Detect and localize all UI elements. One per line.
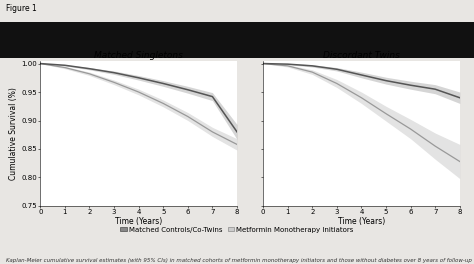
Title: Matched Singletons: Matched Singletons	[94, 51, 183, 60]
Legend: Matched Controls/Co-Twins, Metformin Monotherapy Initiators: Matched Controls/Co-Twins, Metformin Mon…	[118, 224, 356, 235]
X-axis label: Time (Years): Time (Years)	[115, 217, 162, 226]
Text: Kaplan-Meier cumulative survival estimates (with 95% CIs) in matched cohorts of : Kaplan-Meier cumulative survival estimat…	[6, 258, 472, 263]
Text: Figure 1: Figure 1	[6, 4, 36, 13]
Title: Discordant Twins: Discordant Twins	[323, 51, 400, 60]
X-axis label: Time (Years): Time (Years)	[338, 217, 385, 226]
Y-axis label: Cumulative Survival (%): Cumulative Survival (%)	[9, 87, 18, 180]
